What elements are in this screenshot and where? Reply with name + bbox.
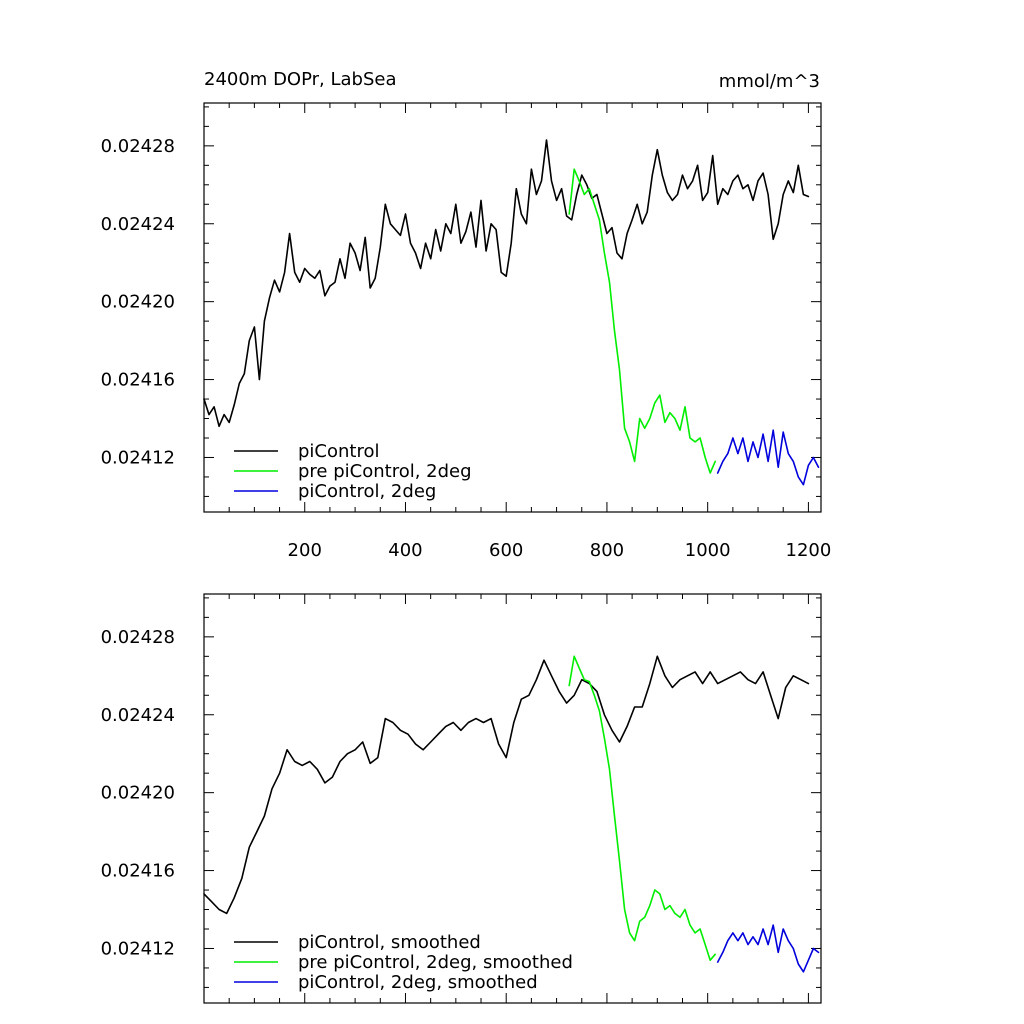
series-line [716,429,820,486]
axes-frame [203,102,822,513]
series-line [568,655,716,961]
plot-area: 0.02412 0.02416 0.02420 0.02424 0.02428 [101,593,822,1004]
x-tick-label: 1000 [685,540,731,561]
y-tick-label: 0.02424 [101,214,175,235]
top-panel: 2400m DOPr, LabSea mmol/m^3 0.024120.024… [101,69,832,561]
y-tick-label: 0.02428 [101,627,175,648]
x-tick-label: 200 [288,540,322,561]
units-label: mmol/m^3 [719,71,820,92]
legend-label: pre piControl, 2deg [298,461,472,482]
series-line [568,168,716,474]
x-tick-label: 800 [590,540,624,561]
x-tick-label: 600 [489,540,523,561]
y-tick-label: 0.02420 [101,783,175,804]
series-line [716,924,820,973]
y-tick-label: 0.02412 [101,447,175,468]
y-tick-label: 0.02412 [101,938,175,959]
y-tick-label: 0.02416 [101,861,175,882]
y-tick-label: 0.02420 [101,292,175,313]
x-tick-label: 400 [388,540,422,561]
legend-label: pre piControl, 2deg, smoothed [298,952,573,973]
series-line [203,655,810,915]
legend-label: piControl [298,441,380,462]
y-tick-label: 0.02424 [101,705,175,726]
y-tick-label: 0.02416 [101,370,175,391]
legend-label: piControl, 2deg, smoothed [298,972,538,993]
legend-label: piControl, 2deg [298,481,436,502]
x-tick-label: 1200 [786,540,832,561]
plot-area: 0.02412 0.02416 0.02420 0.02424 0.02428 200 40… [101,102,832,561]
series-line [203,139,810,428]
axes-frame [203,593,822,1004]
y-tick-label: 0.02428 [101,136,175,157]
panel-title: 2400m DOPr, LabSea [204,69,397,90]
bottom-panel: 0.02412 0.02416 0.02420 0.02424 0.02428 piCo… [101,593,822,1004]
legend-label: piControl, smoothed [298,932,481,953]
